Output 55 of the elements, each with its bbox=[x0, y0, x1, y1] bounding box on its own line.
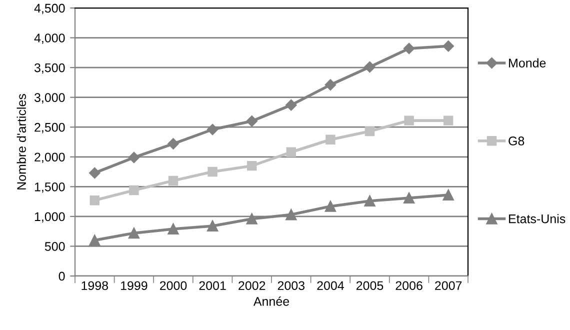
point bbox=[246, 213, 258, 224]
y-tick-label: 3,000 bbox=[34, 93, 65, 104]
legend-label: G8 bbox=[508, 136, 524, 146]
y-tick-label: 4,000 bbox=[34, 34, 65, 44]
point bbox=[326, 134, 336, 144]
point bbox=[90, 196, 100, 206]
x-tick-label: 2006 bbox=[396, 281, 422, 290]
point bbox=[168, 223, 179, 235]
point bbox=[89, 167, 100, 179]
point bbox=[246, 160, 257, 171]
y-tick-label: 1,500 bbox=[34, 182, 65, 193]
point bbox=[364, 126, 375, 136]
x-tick-label: 1999 bbox=[121, 281, 148, 290]
x-tick-label: 2007 bbox=[435, 281, 462, 290]
y-tick-label: 4,500 bbox=[34, 4, 65, 14]
y-tick-label: 0 bbox=[58, 272, 65, 281]
point bbox=[364, 61, 376, 73]
point bbox=[364, 195, 376, 207]
point bbox=[208, 166, 218, 177]
x-tick-label: 2004 bbox=[317, 281, 344, 290]
point bbox=[286, 209, 297, 220]
point bbox=[324, 79, 336, 90]
x-axis-title: Année bbox=[253, 296, 290, 306]
y-axis-title: Nombre d'articles bbox=[16, 94, 26, 190]
point bbox=[442, 189, 454, 201]
x-tick-label: 2000 bbox=[160, 281, 187, 290]
point bbox=[286, 147, 296, 157]
point bbox=[404, 116, 414, 126]
x-tick-label: 2005 bbox=[356, 281, 384, 290]
x-tick-label: 2002 bbox=[238, 281, 266, 290]
point bbox=[403, 42, 415, 54]
point bbox=[324, 200, 336, 212]
point bbox=[206, 220, 218, 232]
y-tick-label: 500 bbox=[44, 242, 65, 251]
legend-label: Etats-Unis bbox=[509, 214, 566, 224]
point bbox=[286, 99, 297, 111]
point bbox=[129, 185, 139, 196]
y-tick-label: 1,000 bbox=[34, 212, 65, 223]
y-tick-label: 3,500 bbox=[34, 63, 65, 74]
point bbox=[89, 234, 100, 246]
point bbox=[246, 116, 258, 127]
point bbox=[403, 192, 415, 204]
point bbox=[443, 116, 454, 126]
y-tick-label: 2,000 bbox=[34, 152, 65, 164]
point bbox=[442, 40, 454, 52]
x-tick-label: 2003 bbox=[278, 281, 305, 290]
point bbox=[168, 176, 178, 186]
x-tick-label: 2001 bbox=[199, 281, 226, 290]
point bbox=[128, 228, 140, 239]
point bbox=[206, 124, 218, 136]
point bbox=[128, 152, 140, 164]
x-tick-label: 1998 bbox=[82, 281, 108, 290]
y-tick-label: 2,500 bbox=[34, 122, 65, 134]
legend-label: Monde bbox=[509, 58, 546, 68]
point bbox=[168, 138, 179, 150]
